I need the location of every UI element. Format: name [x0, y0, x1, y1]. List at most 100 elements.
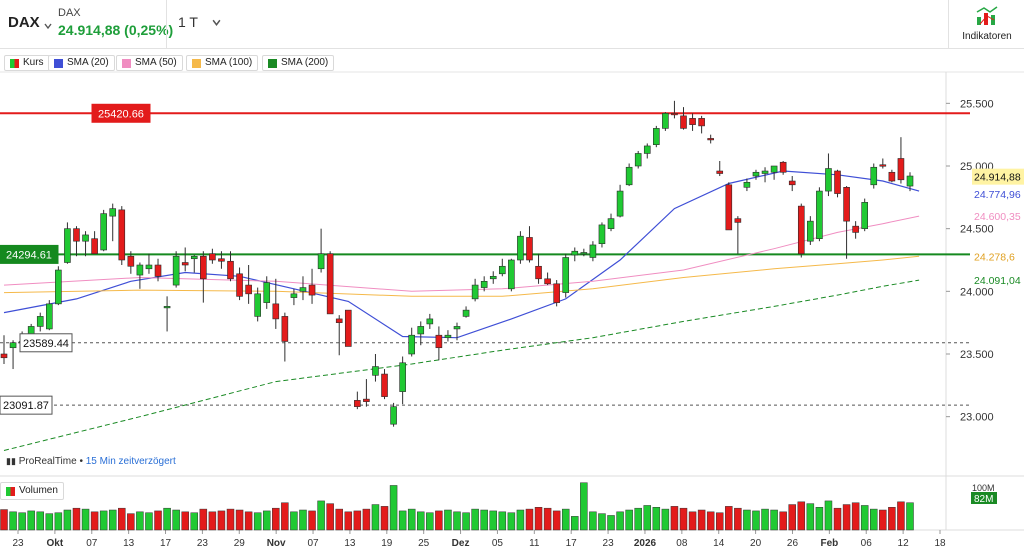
candle-body	[634, 153, 642, 167]
price-label: 24.914,88	[974, 172, 1021, 184]
candle-body	[689, 118, 696, 125]
level-label: 23589.44	[23, 338, 69, 350]
candle	[526, 226, 533, 263]
candle	[598, 222, 606, 248]
volume-bar	[72, 507, 81, 531]
volume-bar	[516, 509, 525, 531]
candle	[0, 335, 8, 365]
instrument-name: DAX	[58, 7, 81, 19]
volume-bar	[824, 500, 833, 531]
candle	[109, 203, 117, 242]
legend-item-sma200[interactable]: SMA (200)	[262, 55, 335, 71]
legend-item-sma20[interactable]: SMA (20)	[48, 55, 115, 71]
volume-bar	[217, 510, 226, 531]
price-label-box	[972, 271, 1024, 288]
candle	[580, 248, 588, 257]
candle-body	[725, 184, 733, 231]
legend-swatch	[10, 59, 19, 68]
volume-bar	[18, 512, 26, 531]
candle	[797, 203, 805, 258]
candle-body	[698, 118, 705, 127]
candle	[118, 206, 126, 266]
candle-body	[562, 257, 570, 293]
y-tick-label: 25.500	[960, 98, 994, 110]
volume-bar	[308, 510, 316, 531]
candle	[36, 312, 44, 332]
legend-item-sma50[interactable]: SMA (50)	[116, 55, 183, 71]
volume-bar	[888, 507, 896, 531]
volume-legend[interactable]: Volumen	[0, 482, 64, 500]
last-price-change: 24.914,88 (0,25%)	[58, 22, 174, 38]
x-tick-label: Feb	[820, 538, 838, 549]
legend-swatch	[54, 59, 63, 68]
candle-body	[843, 187, 850, 222]
candle-body	[707, 138, 714, 141]
legend-swatch	[192, 59, 201, 68]
x-tick-label: 13	[123, 538, 135, 549]
candle	[653, 125, 660, 148]
chevron-down-icon[interactable]	[44, 22, 52, 30]
volume-bar	[389, 485, 398, 531]
candle-body	[589, 244, 597, 258]
volume-bar	[45, 513, 54, 531]
candle-body	[372, 366, 379, 376]
price-label: 24.091,04	[974, 275, 1021, 287]
source-name: ProRealTime	[18, 456, 77, 467]
volume-bar	[879, 509, 887, 531]
candle-body	[498, 265, 506, 275]
period-selector[interactable]: 1 T	[178, 14, 221, 30]
volume-bar	[833, 507, 842, 531]
candle	[82, 231, 89, 257]
x-tick-label: 17	[566, 538, 578, 549]
candle-body	[299, 287, 307, 292]
volume-bar	[743, 509, 751, 531]
candle	[888, 169, 896, 183]
legend-item-sma100[interactable]: SMA (100)	[186, 55, 259, 71]
indicators-button[interactable]: Indikatoren	[948, 0, 1024, 48]
candle	[816, 187, 823, 242]
candle-body	[426, 318, 434, 325]
volume-bar	[335, 508, 343, 531]
volume-bar	[471, 508, 479, 531]
candle	[363, 379, 370, 407]
candle-body	[55, 269, 62, 305]
volume-bar	[661, 508, 670, 531]
bars-icon: ▮▮	[6, 456, 16, 466]
x-tick-label: 14	[713, 538, 725, 549]
volume-bar	[652, 507, 661, 531]
candle-body	[408, 334, 416, 355]
candle	[752, 169, 760, 180]
candle	[417, 321, 425, 346]
candle	[897, 137, 905, 184]
volume-bar	[507, 512, 516, 531]
candle	[508, 258, 515, 292]
candle-body	[834, 170, 841, 194]
candle	[743, 178, 751, 192]
candle	[716, 160, 724, 177]
candle	[136, 262, 144, 289]
x-tick-label: 2026	[634, 538, 657, 549]
candle	[100, 209, 107, 252]
volume-bar	[118, 507, 126, 531]
candle-body	[607, 218, 615, 229]
volume-bar	[715, 512, 724, 531]
symbol-selector[interactable]: DAX	[8, 14, 40, 31]
x-tick-label: 11	[529, 538, 540, 549]
volume-bar	[489, 510, 497, 531]
candle-body	[852, 225, 859, 233]
volume-bar	[806, 503, 815, 531]
volume-bar	[190, 512, 199, 531]
candle	[589, 241, 597, 262]
volume-bar	[734, 507, 742, 531]
volume-bar	[127, 513, 135, 531]
volume-value-label: 82M	[974, 494, 993, 505]
volume-bar	[317, 500, 325, 531]
candle	[544, 272, 551, 286]
candle-body	[879, 164, 887, 167]
volume-bar	[453, 511, 461, 531]
candle	[254, 287, 261, 322]
candle	[426, 313, 434, 329]
volume-bar	[407, 508, 416, 531]
candle-body	[807, 220, 814, 242]
